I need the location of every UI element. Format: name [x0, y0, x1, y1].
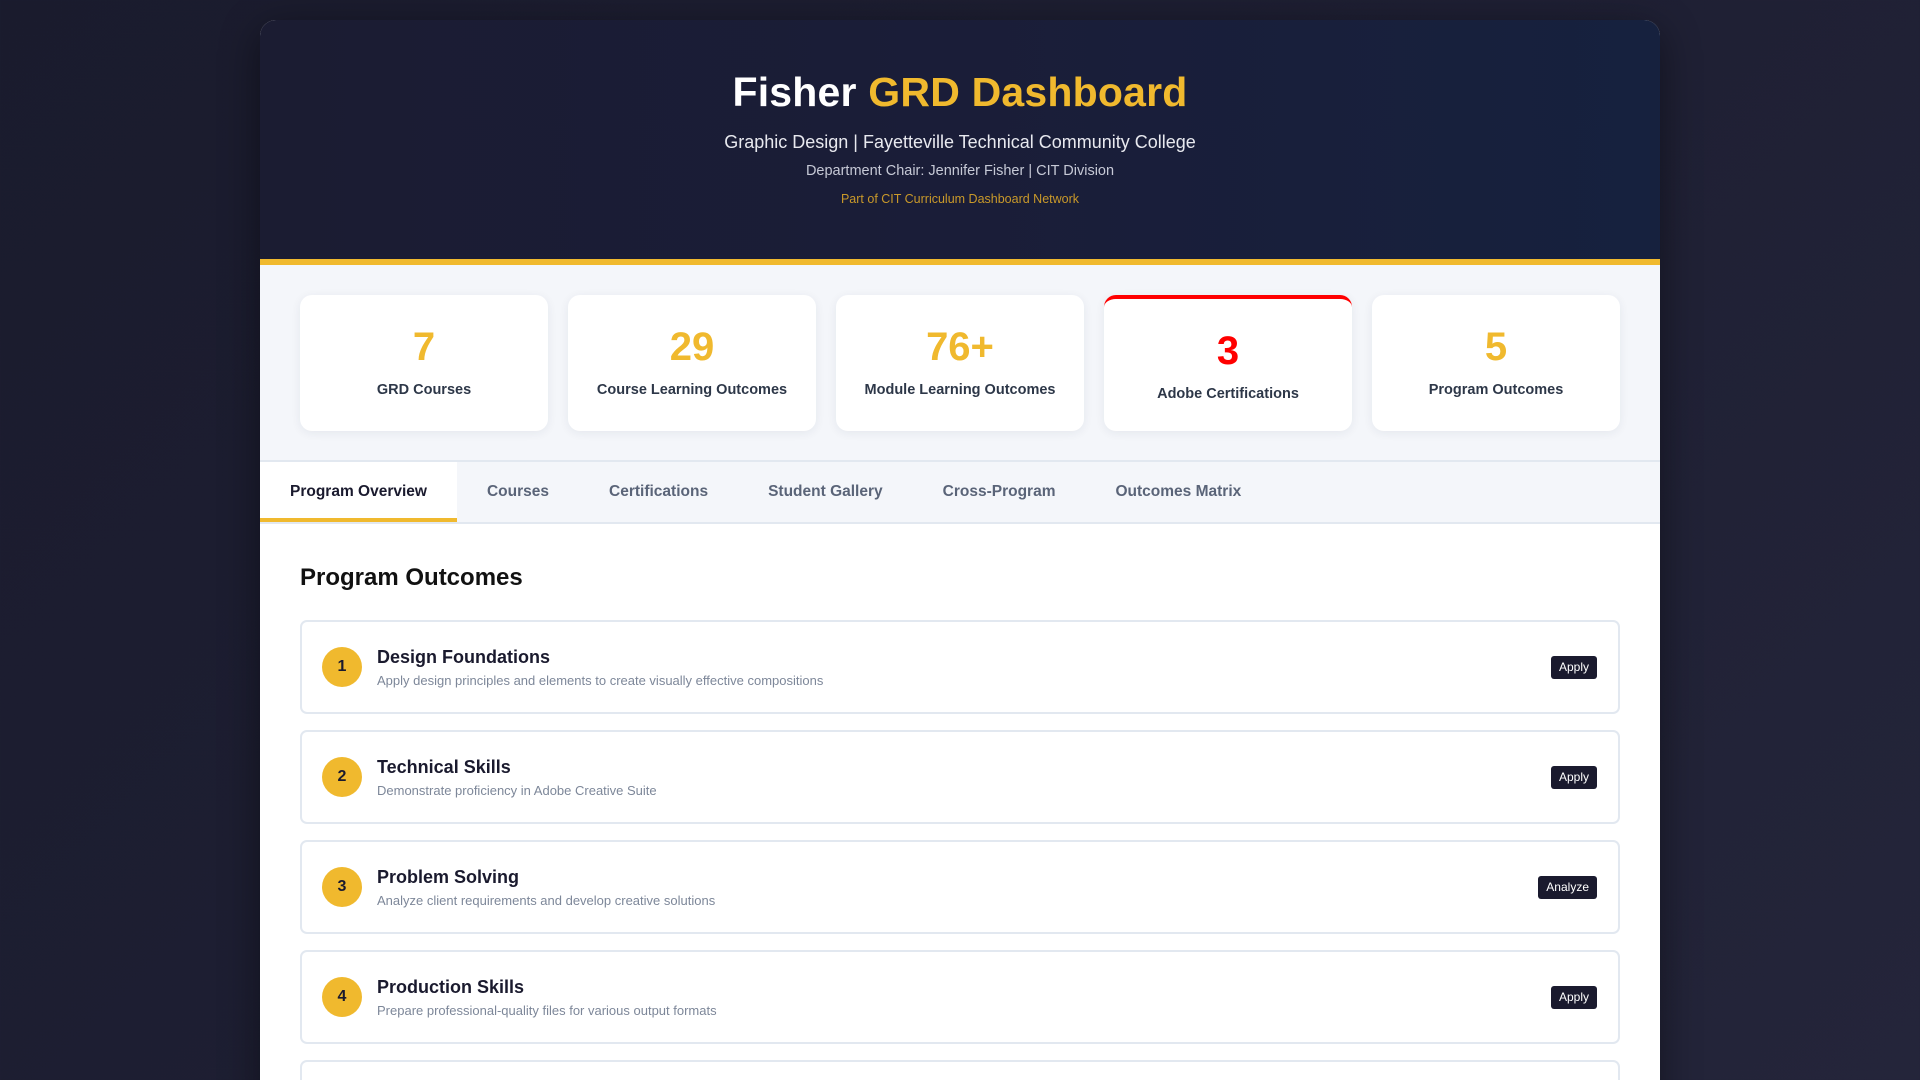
stat-card-adobe-certifications: 3 Adobe Certifications [1104, 295, 1352, 431]
section-title: Program Outcomes [300, 564, 523, 591]
outcome-number-badge: 2 [322, 757, 362, 797]
outcome-text: Design Foundations Apply design principl… [377, 646, 1551, 689]
stat-value: 76+ [926, 325, 994, 369]
outcome-item: 3 Problem Solving Analyze client require… [300, 840, 1620, 934]
outcome-title: Production Skills [377, 976, 525, 997]
network-note: Part of CIT Curriculum Dashboard Network [840, 192, 1080, 206]
outcome-item: 1 Design Foundations Apply design princi… [300, 620, 1620, 714]
stat-card-module-learning-outcomes: 76+ Module Learning Outcomes [836, 295, 1084, 431]
department-chair: Department Chair: Jennifer Fisher | CIT … [805, 163, 1115, 179]
bloom-level-badge: Apply [1550, 655, 1597, 679]
stat-value: 5 [1484, 325, 1508, 369]
stat-value: 7 [412, 325, 436, 369]
title-accent: GRD Dashboard [868, 69, 1188, 115]
stat-label: GRD Courses [376, 382, 472, 398]
bloom-level-badge: Analyze [1538, 875, 1597, 899]
stat-card-program-outcomes: 5 Program Outcomes [1372, 295, 1620, 431]
outcome-text: Problem Solving Analyze client requireme… [377, 866, 1538, 909]
bloom-level-badge: Apply [1550, 985, 1597, 1009]
outcome-text: Production Skills Prepare professional-q… [377, 976, 1551, 1019]
tab-content: Program Outcomes 1 Design Foundations Ap… [260, 524, 1660, 1080]
stat-value: 29 [669, 325, 715, 369]
outcome-title: Problem Solving [377, 866, 520, 887]
stat-value: 3 [1216, 329, 1240, 373]
bloom-level-badge: Apply [1550, 765, 1597, 789]
stat-card-grd-courses: 7 GRD Courses [300, 295, 548, 431]
dashboard-header: Fisher GRD Dashboard Graphic Design | Fa… [260, 20, 1660, 265]
outcome-item: 4 Production Skills Prepare professional… [300, 950, 1620, 1044]
program-subtitle: Graphic Design | Fayetteville Technical … [724, 132, 1196, 152]
outcome-item: 2 Technical Skills Demonstrate proficien… [300, 730, 1620, 824]
tab-student-gallery[interactable]: Student Gallery [768, 483, 883, 500]
outcome-number-badge: 4 [322, 977, 362, 1017]
outcome-title: Technical Skills [377, 756, 511, 777]
tab-outcomes-matrix[interactable]: Outcomes Matrix [1115, 483, 1242, 500]
outcome-description: Apply design principles and elements to … [377, 672, 824, 688]
stat-label: Program Outcomes [1428, 382, 1564, 398]
tab-bar: Program Overview Courses Certifications … [260, 462, 1660, 524]
stats-row: 7 GRD Courses 29 Course Learning Outcome… [260, 265, 1660, 462]
outcome-description: Analyze client requirements and develop … [377, 892, 716, 908]
outcome-item-partial [300, 1060, 1620, 1080]
dashboard-container: Fisher GRD Dashboard Graphic Design | Fa… [260, 20, 1660, 1080]
tab-program-overview[interactable]: Program Overview [260, 462, 457, 522]
outcome-number-badge: 3 [322, 867, 362, 907]
page-title: Fisher GRD Dashboard [260, 68, 1660, 116]
title-prefix: Fisher [732, 69, 857, 115]
stat-card-course-learning-outcomes: 29 Course Learning Outcomes [568, 295, 816, 431]
outcome-text: Technical Skills Demonstrate proficiency… [377, 756, 1551, 799]
outcome-number-badge: 1 [322, 647, 362, 687]
outcome-title: Design Foundations [377, 646, 550, 667]
stat-label: Adobe Certifications [1157, 386, 1299, 402]
tab-certifications[interactable]: Certifications [609, 483, 709, 500]
tab-cross-program[interactable]: Cross-Program [942, 483, 1056, 500]
tab-courses[interactable]: Courses [486, 483, 550, 500]
stat-label: Module Learning Outcomes [864, 382, 1056, 398]
stat-label: Course Learning Outcomes [596, 382, 788, 398]
outcome-description: Demonstrate proficiency in Adobe Creativ… [377, 782, 657, 798]
outcome-description: Prepare professional-quality files for v… [377, 1002, 717, 1018]
